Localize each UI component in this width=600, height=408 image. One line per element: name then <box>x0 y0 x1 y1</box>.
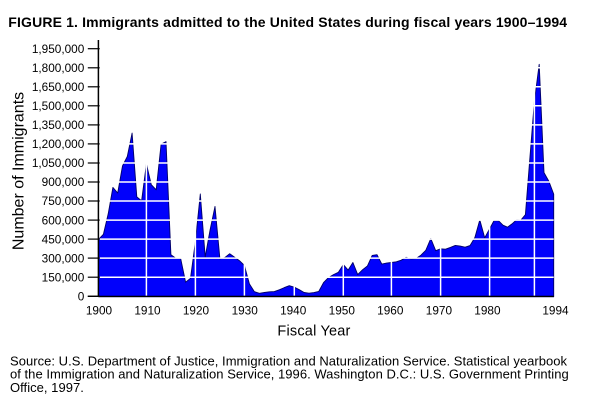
svg-text:1930: 1930 <box>232 304 259 318</box>
svg-text:450,000: 450,000 <box>42 232 85 246</box>
svg-text:1980: 1980 <box>474 304 501 318</box>
svg-text:900,000: 900,000 <box>42 175 85 189</box>
svg-text:1970: 1970 <box>426 304 453 318</box>
svg-text:1920: 1920 <box>183 304 210 318</box>
svg-text:1,350,000: 1,350,000 <box>32 118 85 132</box>
svg-text:Fiscal Year: Fiscal Year <box>277 323 350 339</box>
svg-text:1,200,000: 1,200,000 <box>32 137 85 151</box>
svg-text:600,000: 600,000 <box>42 213 85 227</box>
svg-text:Source: U.S. Department of Jus: Source: U.S. Department of Justice, Immi… <box>10 354 568 369</box>
svg-text:1,950,000: 1,950,000 <box>32 42 85 56</box>
svg-text:150,000: 150,000 <box>42 270 85 284</box>
svg-text:1,500,000: 1,500,000 <box>32 99 85 113</box>
svg-text:1,050,000: 1,050,000 <box>32 156 85 170</box>
svg-text:750,000: 750,000 <box>42 194 85 208</box>
svg-text:Office, 1997.: Office, 1997. <box>10 380 84 395</box>
svg-text:1900: 1900 <box>86 304 113 318</box>
svg-text:1940: 1940 <box>280 304 307 318</box>
svg-text:0: 0 <box>78 289 85 303</box>
svg-text:FIGURE 1. Immigrants admitted: FIGURE 1. Immigrants admitted to the Uni… <box>8 14 567 30</box>
svg-text:1950: 1950 <box>329 304 356 318</box>
svg-text:300,000: 300,000 <box>42 251 85 265</box>
svg-text:1994: 1994 <box>542 304 569 318</box>
svg-text:1,800,000: 1,800,000 <box>32 61 85 75</box>
svg-text:of the Immigration and Natural: of the Immigration and Naturalization Se… <box>10 367 569 382</box>
svg-text:1910: 1910 <box>134 304 161 318</box>
svg-text:1960: 1960 <box>377 304 404 318</box>
svg-text:1,650,000: 1,650,000 <box>32 80 85 94</box>
svg-text:Number of Immigrants: Number of Immigrants <box>11 92 28 250</box>
